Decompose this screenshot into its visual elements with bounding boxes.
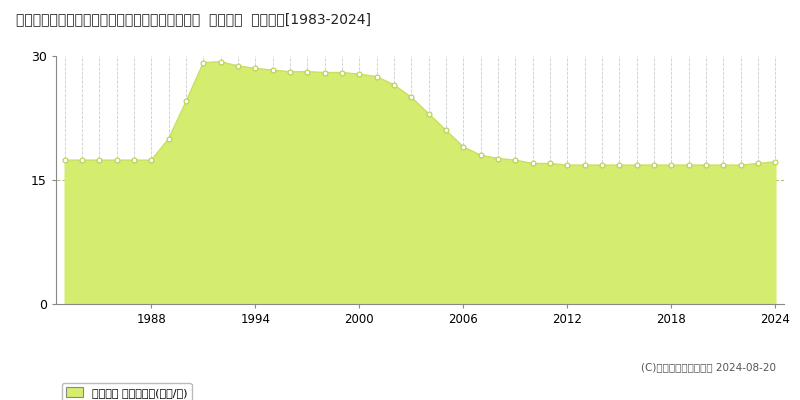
Text: (C)土地価格ドットコム 2024-08-20: (C)土地価格ドットコム 2024-08-20 <box>641 362 776 372</box>
Text: 愛知県知多郡東浦町大字緒川字肥後原１番２１０  地価公示  地価推移[1983-2024]: 愛知県知多郡東浦町大字緒川字肥後原１番２１０ 地価公示 地価推移[1983-20… <box>16 12 371 26</box>
Legend: 地価公示 平均坪単価(万円/坪): 地価公示 平均坪単価(万円/坪) <box>62 383 191 400</box>
